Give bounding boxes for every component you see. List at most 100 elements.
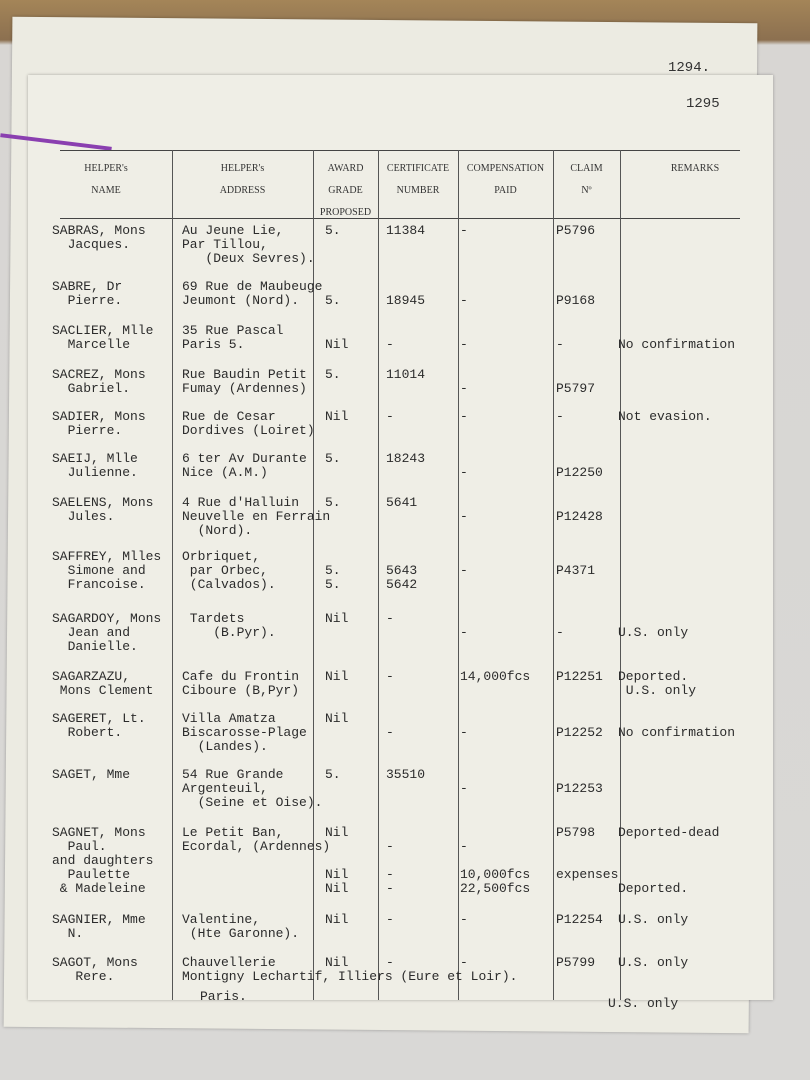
cell-compensation: -: [460, 563, 468, 578]
cell-claim: P5797: [556, 381, 596, 396]
cell-address: 4 Rue d'Halluin Neuvelle en Ferrain (Nor…: [182, 495, 331, 538]
cell-claim: -: [556, 337, 564, 352]
cell-award: Nil: [325, 912, 349, 927]
column-rule: [378, 150, 379, 1000]
cell-address: 35 Rue Pascal Paris 5.: [182, 323, 284, 352]
column-header: REMARKS: [670, 163, 720, 174]
cell-remarks: Deported-dead Deported.: [618, 825, 720, 896]
cell-certificate: -: [386, 409, 394, 424]
cell-address: Villa Amatza Biscarosse-Plage (Landes).: [182, 711, 307, 754]
cell-remarks: No confirmation: [618, 337, 736, 352]
column-rule: [172, 150, 173, 1000]
cell-compensation: -: [460, 293, 468, 308]
cell-name: SABRAS, Mons Jacques.: [52, 223, 146, 252]
below-remarks: U.S. only: [608, 996, 679, 1011]
cell-certificate: -: [386, 955, 394, 970]
cell-address: 54 Rue Grande Argenteuil, (Seine et Oise…: [182, 767, 323, 810]
cell-compensation: -: [460, 381, 468, 396]
cell-award: 5. 5.: [325, 563, 341, 592]
cell-claim: P5796: [556, 223, 596, 238]
cell-name: SAGARZAZU, Mons Clement: [52, 669, 154, 698]
cell-certificate: 11014: [386, 367, 426, 382]
cell-claim: -: [556, 625, 564, 640]
cell-award: Nil: [325, 337, 349, 352]
cell-certificate: -: [386, 669, 394, 684]
cell-name: SACREZ, Mons Gabriel.: [52, 367, 146, 396]
cell-name: SAFFREY, Mlles Simone and Francoise.: [52, 549, 162, 592]
cell-compensation: -: [460, 725, 468, 740]
cell-name: SAGARDOY, Mons Jean and Danielle.: [52, 611, 162, 654]
cell-claim: P5798 expenses: [556, 825, 619, 882]
cell-claim: P5799: [556, 955, 596, 970]
cell-compensation: -: [460, 625, 468, 640]
cell-compensation: -: [460, 223, 468, 238]
cell-award: Nil: [325, 955, 349, 970]
cell-compensation: -: [460, 781, 468, 796]
cell-compensation: -: [460, 509, 468, 524]
cell-claim: -: [556, 409, 564, 424]
column-rule: [620, 150, 621, 1000]
cell-award: 5.: [325, 367, 341, 382]
cell-award: 5.: [325, 293, 341, 308]
cell-award: 5.: [325, 451, 341, 466]
cell-claim: P4371: [556, 563, 596, 578]
cell-claim: P12252: [556, 725, 603, 740]
cell-claim: P12253: [556, 781, 603, 796]
cell-compensation: 14,000fcs: [460, 669, 531, 684]
cell-compensation: -: [460, 955, 468, 970]
cell-remarks: No confirmation: [618, 725, 736, 740]
cell-address: Orbriquet, par Orbec, (Calvados).: [182, 549, 276, 592]
cell-award: 5.: [325, 495, 341, 510]
column-header: CERTIFICATE NUMBER: [386, 163, 450, 196]
cell-address: 6 ter Av Durante Nice (A.M.): [182, 451, 307, 480]
cell-remarks: U.S. only: [618, 912, 689, 927]
column-header: HELPER's NAME: [84, 163, 128, 196]
cell-compensation: -: [460, 409, 468, 424]
cell-certificate: 11384: [386, 223, 426, 238]
cell-address: Rue Baudin Petit Fumay (Ardennes): [182, 367, 307, 396]
cell-award: 5.: [325, 223, 341, 238]
cell-compensation: -: [460, 465, 468, 480]
column-header: CLAIM Nº: [570, 163, 603, 196]
cell-name: SAGNIER, Mme N.: [52, 912, 146, 941]
cell-name: SAELENS, Mons Jules.: [52, 495, 154, 524]
cell-claim: P12250: [556, 465, 603, 480]
cell-address: Le Petit Ban, Ecordal, (Ardennes): [182, 825, 331, 854]
cell-address: Au Jeune Lie, Par Tillou, (Deux Sevres).: [182, 223, 315, 266]
cell-certificate: - - -: [386, 839, 394, 896]
cell-award: 5.: [325, 767, 341, 782]
column-header: AWARD GRADE PROPOSED: [319, 163, 372, 218]
cell-award: Nil: [325, 669, 349, 684]
cell-address: Valentine, (Hte Garonne).: [182, 912, 300, 941]
page-number: 1294.: [668, 60, 711, 76]
cell-address: Chauvellerie Montigny Lechartif, Illiers…: [182, 955, 518, 984]
sheet-front: [28, 75, 773, 1000]
cell-remarks: U.S. only: [618, 625, 689, 640]
cell-remarks: U.S. only: [618, 955, 689, 970]
cell-compensation: -: [460, 912, 468, 927]
column-rule: [313, 150, 314, 1000]
cell-award: Nil: [325, 711, 349, 726]
cell-certificate: 18945: [386, 293, 426, 308]
page-number: 1295: [686, 96, 720, 112]
cell-address: Rue de Cesar Dordives (Loiret): [182, 409, 315, 438]
cell-claim: P12251: [556, 669, 603, 684]
below-address: Paris.: [200, 989, 247, 1004]
cell-certificate: -: [386, 611, 394, 626]
cell-name: SADIER, Mons Pierre.: [52, 409, 146, 438]
column-header: HELPER's ADDRESS: [219, 163, 266, 196]
cell-certificate: -: [386, 337, 394, 352]
cell-award: Nil: [325, 409, 349, 424]
cell-remarks: Deported. U.S. only: [618, 669, 697, 698]
rule: [60, 218, 740, 219]
cell-certificate: 35510: [386, 767, 426, 782]
cell-address: 69 Rue de Maubeuge Jeumont (Nord).: [182, 279, 323, 308]
cell-certificate: 5641: [386, 495, 418, 510]
column-rule: [553, 150, 554, 1000]
column-rule: [458, 150, 459, 1000]
cell-claim: P12428: [556, 509, 603, 524]
cell-certificate: 5643 5642: [386, 563, 418, 592]
cell-compensation: -: [460, 337, 468, 352]
cell-award: Nil: [325, 611, 349, 626]
cell-certificate: -: [386, 725, 394, 740]
